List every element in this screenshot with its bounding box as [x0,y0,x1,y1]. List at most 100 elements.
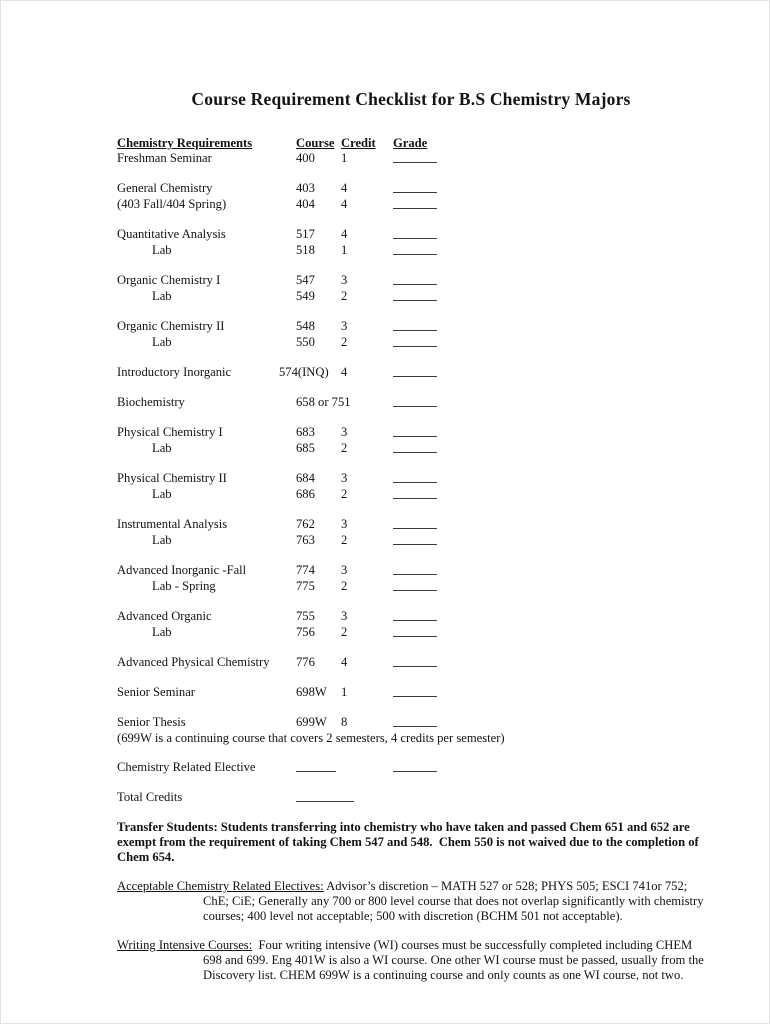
course-name: Lab [152,243,172,257]
course-number: 755 [296,609,315,623]
grade-blank-line [393,685,437,697]
grade-cell [393,760,463,776]
table-row: Freshman Seminar 400 1 [117,151,705,167]
course-name: Lab [152,533,172,547]
course-name: Biochemistry [117,395,185,409]
senior-thesis-note: (699W is a continuing course that covers… [117,731,505,745]
course-number: 400 [296,151,315,165]
grade-cell [393,625,463,641]
table-row: Lab 518 1 [117,243,705,259]
credit-value: 2 [341,289,348,303]
course-name: Physical Chemistry I [117,425,223,439]
course-number: 550 [296,335,315,349]
acceptable-electives-note: Acceptable Chemistry Related Electives: … [117,879,705,924]
course-cell [296,760,341,776]
credit-value: 2 [341,579,348,593]
credit-value: 2 [341,625,348,639]
table-row: Organic Chemistry II 548 3 [117,319,705,335]
course-name: Senior Seminar [117,685,195,699]
credit-value: 1 [341,243,348,257]
header-credit: Credit [341,136,376,150]
course-name: Introductory Inorganic [117,365,232,379]
course-number: 774 [296,563,315,577]
table-row: Advanced Organic 755 3 [117,609,705,625]
course-number: 775 [296,579,315,593]
course-blank-line [296,760,336,772]
table-row: Chemistry Related Elective [117,760,705,776]
table-row: Senior Thesis 699W 8 [117,715,705,731]
course-name: Lab [152,487,172,501]
credit-value: 4 [341,197,348,211]
course-number: 756 [296,625,315,639]
grade-cell [393,319,463,335]
credit-value: 4 [341,365,348,379]
table-row: Lab - Spring 775 2 [117,579,705,595]
course-name: Physical Chemistry II [117,471,227,485]
grade-blank-line [393,715,437,727]
grade-blank-line [393,197,437,209]
total-credits-blank-line [296,790,354,802]
credit-value: 8 [341,715,348,729]
table-row: Organic Chemistry I 547 3 [117,273,705,289]
grade-cell [393,365,463,381]
grade-cell [393,715,463,731]
grade-blank-line [393,487,437,499]
grade-blank-line [393,151,437,163]
grade-cell [393,243,463,259]
credit-value: 2 [341,441,348,455]
course-number: 517 [296,227,315,241]
table-row: Introductory Inorganic 574(INQ) 4 [117,365,705,381]
grade-cell [393,227,463,243]
course-name: Instrumental Analysis [117,517,228,531]
writing-intensive-text: Four writing intensive (WI) courses must… [203,938,704,982]
table-header-row: Chemistry Requirements Course Credit Gra… [117,136,705,151]
table-row: Quantitative Analysis 517 4 [117,227,705,243]
course-number: 699W [296,715,327,729]
course-number: 404 [296,197,315,211]
course-name: Lab [152,441,172,455]
transfer-students-note: Transfer Students: Students transferring… [117,820,699,864]
course-number: 547 [296,273,315,287]
grade-blank-line [393,289,437,301]
grade-cell [393,181,463,197]
credit-value: 2 [341,533,348,547]
course-name: Organic Chemistry II [117,319,225,333]
table-row: Lab 550 2 [117,335,705,351]
grade-blank-line [393,243,437,255]
course-name: Lab [152,335,172,349]
course-number: 686 [296,487,315,501]
credit-value: 3 [341,609,348,623]
grade-cell [393,197,463,213]
table-row: (403 Fall/404 Spring) 404 4 [117,197,705,213]
course-name: Advanced Organic [117,609,212,623]
course-name: Chemistry Related Elective [117,760,256,774]
acceptable-electives-heading: Acceptable Chemistry Related Electives: [117,879,324,893]
credit-value: 1 [341,685,348,699]
grade-blank-line [393,579,437,591]
writing-intensive-note: Writing Intensive Courses: Four writing … [117,938,705,983]
header-grade: Grade [393,136,428,150]
course-name: Organic Chemistry I [117,273,221,287]
grade-blank-line [393,533,437,545]
credit-value: 2 [341,487,348,501]
table-row: Senior Seminar 698W 1 [117,685,705,701]
grade-blank-line [393,227,437,239]
grade-cell [393,655,463,671]
grade-cell [393,563,463,579]
credit-value: 3 [341,273,348,287]
credit-value: 4 [341,655,348,669]
grade-cell [393,685,463,701]
course-number: 763 [296,533,315,547]
course-name: Lab [152,289,172,303]
grade-blank-line [393,395,437,407]
grade-cell [393,579,463,595]
course-name: Total Credits [117,790,183,804]
header-requirements: Chemistry Requirements [117,136,253,150]
header-course: Course [296,136,335,150]
course-number: 684 [296,471,315,485]
course-name: Lab [152,625,172,639]
course-number: 549 [296,289,315,303]
credit-value: 2 [341,335,348,349]
grade-cell [393,151,463,167]
table-row: Total Credits [117,790,705,806]
